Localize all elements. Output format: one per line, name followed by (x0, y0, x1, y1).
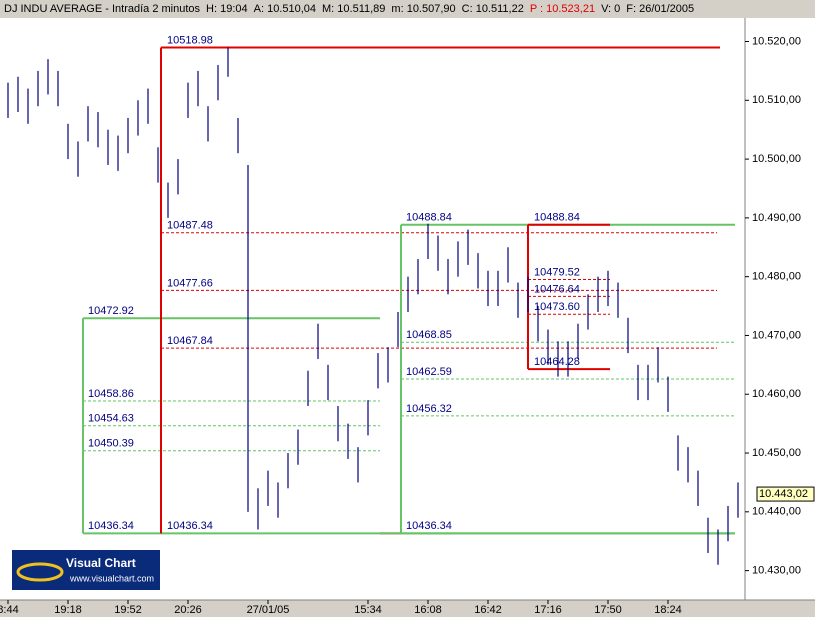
header-item: A: 10.510,04 (254, 3, 316, 15)
last-price-box (756, 486, 815, 502)
x-axis-bar (0, 600, 815, 617)
y-tick-label: 10.470,00 (752, 329, 801, 341)
x-tick-label: 20:26 (174, 604, 202, 616)
x-tick-label: 27/01/05 (247, 604, 290, 616)
level-label: 10487.48 (167, 220, 213, 232)
logo-title: Visual Chart (66, 556, 136, 570)
y-tick-label: 10.520,00 (752, 35, 801, 47)
y-tick-label: 10.430,00 (752, 565, 801, 577)
x-tick-label: 18:24 (654, 604, 682, 616)
level-label: 10468.85 (406, 329, 452, 341)
y-tick-label: 10.480,00 (752, 271, 801, 283)
level-label: 10472.92 (88, 305, 134, 317)
y-tick-label: 10.460,00 (752, 388, 801, 400)
header-item: P : 10.523,21 (530, 3, 595, 15)
header-item: M: 10.511,89 (322, 3, 385, 15)
level-label: 10488.84 (534, 212, 580, 224)
level-label: 10454.63 (88, 413, 134, 425)
x-tick-label: 16:42 (474, 604, 502, 616)
level-label: 10436.34 (88, 520, 134, 532)
level-label: 10479.52 (534, 266, 580, 278)
level-label: 10477.66 (167, 277, 213, 289)
y-tick-label: 10.440,00 (752, 506, 801, 518)
y-tick-label: 10.450,00 (752, 447, 801, 459)
header-item: C: 10.511,22 (462, 3, 524, 15)
logo-icon (16, 562, 64, 582)
level-label: 10456.32 (406, 403, 452, 415)
level-label: 10450.39 (88, 438, 134, 450)
x-tick-label: 15:34 (354, 604, 382, 616)
x-tick-label: 8:44 (0, 604, 19, 616)
logo: Visual Chart www.visualchart.com (12, 550, 160, 590)
level-label: 10476.64 (534, 283, 580, 295)
y-tick-label: 10.500,00 (752, 153, 801, 165)
header-item: V: 0 (601, 3, 620, 15)
level-label: 10467.84 (167, 335, 213, 347)
header-item: F: 26/01/2005 (626, 3, 694, 15)
x-tick-label: 19:18 (54, 604, 82, 616)
x-tick-label: 19:52 (114, 604, 142, 616)
header-item: m: 10.507,90 (391, 3, 455, 15)
level-label: 10518.98 (167, 34, 213, 46)
last-price-label: 10.443,02 (759, 488, 808, 500)
x-tick-label: 17:50 (594, 604, 622, 616)
level-label: 10464.28 (534, 356, 580, 368)
logo-url: www.visualchart.com (69, 573, 154, 583)
header-item: DJ INDU AVERAGE - Intradía 2 minutos (4, 3, 201, 15)
header: DJ INDU AVERAGE - Intradía 2 minutos H: 1… (4, 3, 694, 15)
x-tick-label: 17:16 (534, 604, 562, 616)
level-label: 10488.84 (406, 212, 452, 224)
level-label: 10436.34 (406, 520, 452, 532)
header-bar (0, 0, 815, 18)
y-tick-label: 10.510,00 (752, 94, 801, 106)
logo-box (12, 550, 160, 590)
x-tick-label: 16:08 (414, 604, 442, 616)
y-tick-label: 10.490,00 (752, 212, 801, 224)
level-label: 10436.34 (167, 520, 213, 532)
level-label: 10473.60 (534, 301, 580, 313)
level-label: 10462.59 (406, 366, 452, 378)
header-item: H: 19:04 (206, 3, 248, 15)
level-label: 10458.86 (88, 388, 134, 400)
